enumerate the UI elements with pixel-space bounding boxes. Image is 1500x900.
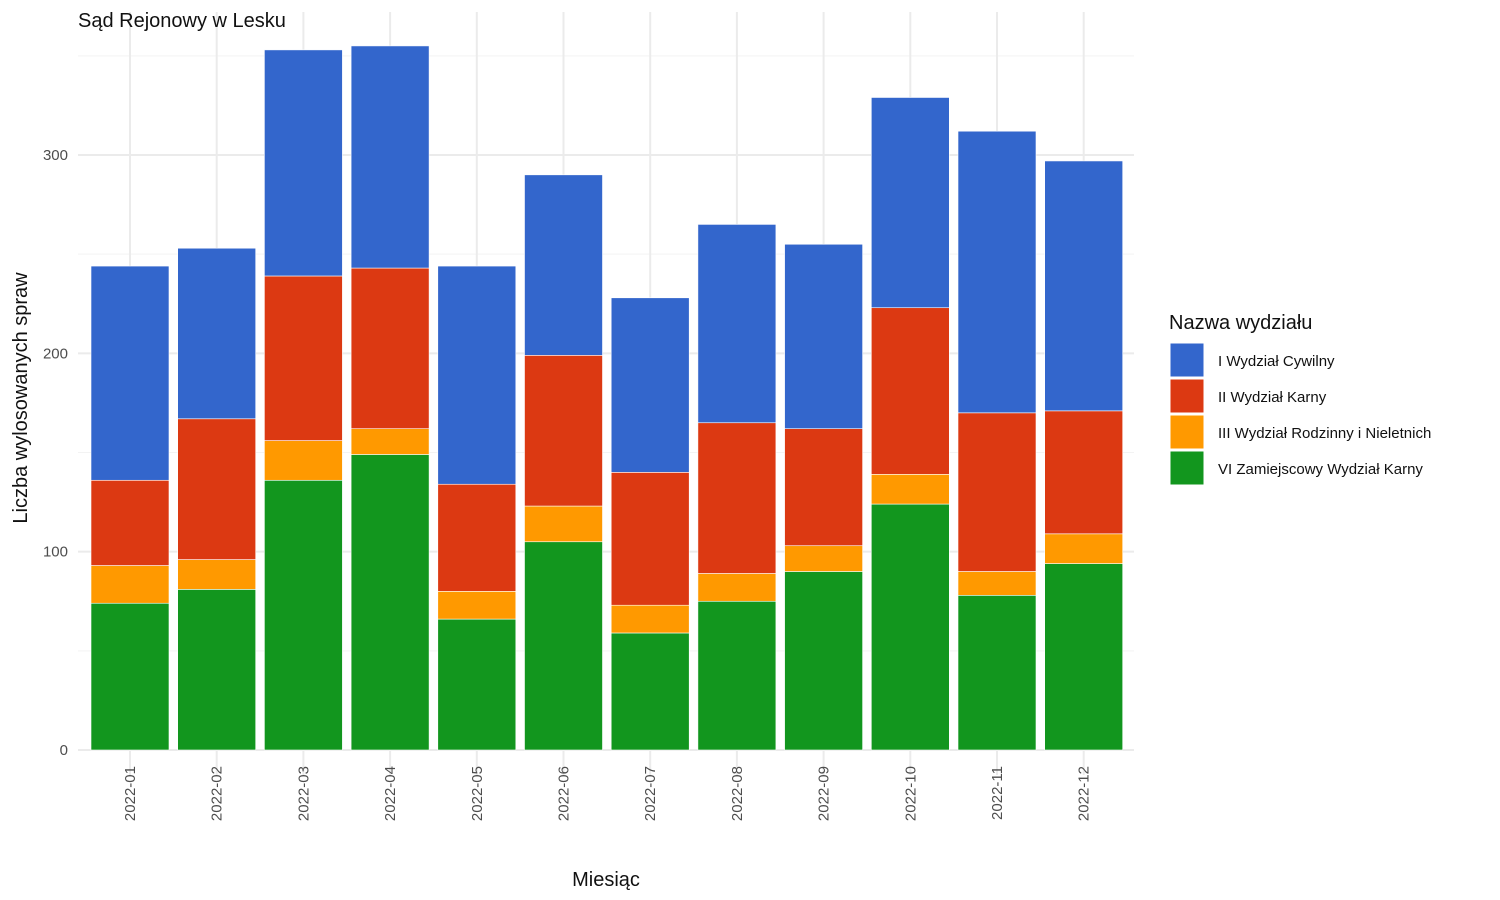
- bar-segment: [870, 97, 950, 309]
- legend-swatch: [1169, 450, 1205, 486]
- bar-segment: [90, 602, 170, 751]
- bar-segment: [784, 571, 863, 751]
- x-tick-label: 2022-06: [556, 766, 573, 821]
- bar-segment: [784, 428, 863, 547]
- legend-label: III Wydział Rodzinny i Nieletnich: [1218, 425, 1431, 442]
- bar-segment: [90, 265, 170, 481]
- bar-segment: [957, 571, 1037, 596]
- bar-segment: [264, 440, 343, 481]
- bar-segment: [177, 559, 256, 590]
- bar-segment: [610, 604, 690, 634]
- bar-segment: [610, 297, 690, 473]
- x-tick-label: 2022-03: [295, 766, 312, 821]
- x-tick-label: 2022-05: [469, 766, 486, 821]
- bar-segment: [437, 483, 517, 592]
- x-tick-label: 2022-01: [122, 766, 139, 821]
- bar-segment: [870, 503, 950, 751]
- legend: Nazwa wydziału I Wydział Cywilny II Wydzi…: [1169, 312, 1431, 486]
- bar-segment: [1044, 410, 1123, 535]
- x-tick-label: 2022-11: [989, 766, 1006, 820]
- legend-swatch: [1169, 414, 1205, 450]
- bar-segment: [264, 275, 343, 441]
- bar-segment: [957, 130, 1037, 414]
- legend-swatch: [1169, 342, 1205, 378]
- x-tick-label: 2022-10: [902, 766, 919, 821]
- bar-segment: [437, 618, 517, 751]
- bar-segment: [177, 418, 256, 560]
- bar-segment: [437, 591, 517, 620]
- bar-segment: [177, 589, 256, 751]
- x-tick-label: 2022-08: [729, 766, 746, 821]
- legend-title: Nazwa wydziału: [1169, 312, 1312, 334]
- bar-segment: [784, 243, 863, 429]
- bar-segment: [1044, 160, 1123, 412]
- bar-segment: [350, 454, 430, 751]
- y-axis-ticks: 0 100 200 300: [43, 147, 68, 759]
- bar-segment: [90, 479, 170, 566]
- bar-segment: [1044, 563, 1123, 751]
- bar-segment: [524, 355, 603, 507]
- legend-label: VI Zamiejscowy Wydział Karny: [1218, 461, 1423, 478]
- x-axis-title: Miesiąc: [572, 869, 640, 891]
- bar-segment: [957, 412, 1037, 572]
- bar-segment: [870, 307, 950, 475]
- chart-title: Sąd Rejonowy w Lesku: [78, 10, 286, 32]
- x-tick-label: 2022-07: [642, 766, 659, 821]
- legend-swatch: [1169, 378, 1205, 414]
- x-tick-label: 2022-09: [816, 766, 833, 821]
- bar-segment: [1044, 533, 1123, 564]
- bar-segment: [524, 505, 603, 543]
- legend-label: I Wydział Cywilny: [1218, 353, 1335, 370]
- y-tick-label: 100: [43, 544, 68, 561]
- bar-segment: [697, 422, 777, 574]
- bar-segment: [524, 541, 603, 751]
- bar-segment: [90, 565, 170, 604]
- y-axis-title: Liczba wylosowanych spraw: [10, 272, 32, 524]
- bar-segment: [350, 267, 430, 429]
- bar-segment: [697, 600, 777, 751]
- bar-segment: [177, 247, 256, 420]
- bar-segment: [610, 632, 690, 751]
- bar-segment: [350, 428, 430, 455]
- bar-segment: [264, 479, 343, 751]
- bar-segment: [264, 49, 343, 277]
- bar-segment: [784, 545, 863, 572]
- bar-segment: [870, 474, 950, 505]
- bar-segment: [610, 472, 690, 606]
- bar-segment: [697, 573, 777, 602]
- x-tick-label: 2022-04: [382, 766, 399, 821]
- bar-segment: [524, 174, 603, 356]
- x-tick-label: 2022-02: [209, 766, 226, 821]
- y-tick-label: 200: [43, 345, 68, 362]
- x-axis-ticks: 2022-01 2022-02 2022-03 2022-04 2022-05 2022-…: [122, 766, 1093, 821]
- bar-segment: [697, 224, 777, 424]
- legend-label: II Wydział Karny: [1218, 389, 1327, 406]
- x-tick-label: 2022-12: [1076, 766, 1093, 821]
- y-tick-label: 0: [60, 742, 68, 759]
- bar-segment: [957, 594, 1037, 751]
- bar-segment: [350, 45, 430, 269]
- bars: [90, 45, 1123, 751]
- y-tick-label: 300: [43, 147, 68, 164]
- bar-segment: [437, 265, 517, 485]
